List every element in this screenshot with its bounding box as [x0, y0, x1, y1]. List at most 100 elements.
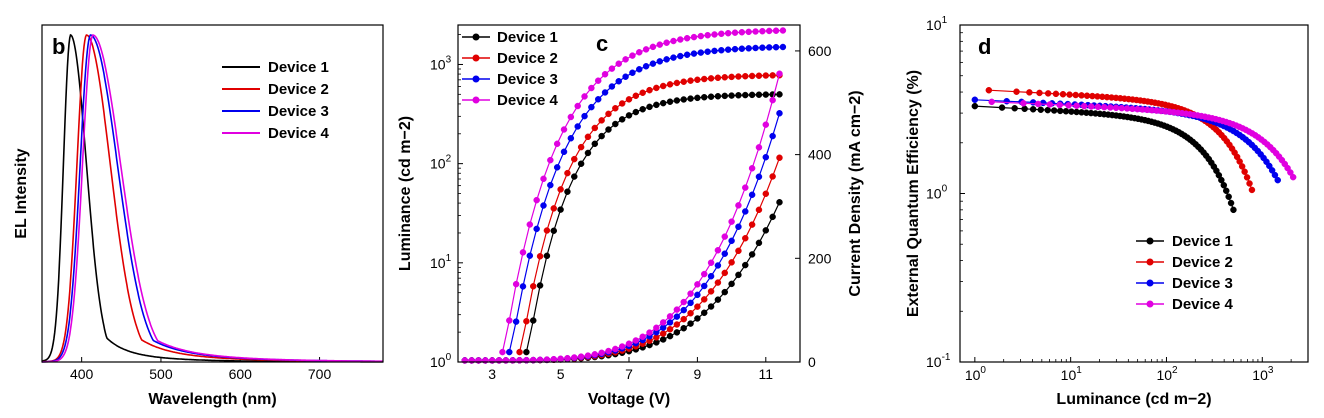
current-density-point	[700, 270, 708, 278]
eqe-point	[1062, 108, 1070, 115]
luminance-point	[724, 29, 732, 37]
luminance-point	[735, 73, 742, 80]
luminance-point	[526, 221, 534, 228]
eqe-point	[1026, 89, 1033, 96]
y-tick-label: 101	[926, 15, 948, 33]
luminance-point	[711, 31, 718, 38]
luminance-point	[646, 86, 653, 94]
current-density-point	[673, 329, 681, 336]
luminance-point	[700, 93, 708, 101]
y-left-tick-label: 101	[430, 253, 452, 271]
eqe-point	[1238, 163, 1246, 170]
legend-label-1: Device 1	[497, 29, 558, 46]
legend-marker-1	[472, 33, 480, 41]
panel-letter-c: c	[596, 31, 608, 56]
y-left-tick-label: 103	[430, 54, 452, 72]
current-density-point	[707, 259, 715, 266]
eqe-point	[1220, 182, 1228, 189]
luminance-point	[574, 123, 581, 130]
luminance-point	[594, 96, 602, 103]
luminance-point	[506, 317, 513, 324]
eqe-point	[1248, 186, 1256, 194]
current-density-point	[707, 288, 715, 295]
luminance-point	[677, 36, 684, 43]
eqe-point	[985, 86, 993, 94]
current-density-point	[666, 332, 674, 340]
luminance-point	[516, 348, 523, 356]
x-axis-title: Wavelength (nm)	[148, 391, 276, 408]
luminance-point	[779, 43, 787, 51]
luminance-point	[625, 96, 633, 103]
luminance-point	[622, 56, 629, 63]
luminance-point	[536, 253, 544, 260]
eqe-point	[1080, 102, 1088, 110]
luminance-point	[533, 196, 540, 204]
current-density-line-3	[464, 113, 781, 361]
series-line-3	[42, 34, 383, 363]
eqe-point	[1222, 187, 1230, 195]
current-density-point	[728, 280, 735, 288]
luminance-point	[690, 33, 698, 41]
eqe-point	[1029, 106, 1037, 113]
y-axis-title: EL Intensity	[13, 148, 30, 238]
luminance-point	[656, 58, 664, 65]
luminance-point	[673, 97, 681, 104]
legend-marker-2	[472, 54, 480, 62]
luminance-point	[745, 45, 752, 52]
luminance-point	[519, 249, 527, 256]
legend-label-1: Device 1	[1172, 233, 1233, 250]
current-density-point	[721, 233, 729, 240]
panel-b-frame	[41, 24, 384, 363]
current-density-point	[632, 337, 640, 344]
current-density-point	[769, 173, 776, 180]
luminance-point	[759, 27, 766, 35]
luminance-point	[632, 108, 640, 116]
eqe-point	[1044, 106, 1051, 114]
current-density-point	[728, 218, 735, 225]
luminance-point	[731, 45, 739, 53]
luminance-point	[567, 135, 575, 142]
current-density-point	[700, 296, 708, 303]
luminance-point	[745, 28, 752, 36]
luminance-point	[526, 252, 534, 259]
eqe-point	[971, 96, 979, 104]
current-density-point	[714, 279, 722, 286]
luminance-point	[506, 348, 513, 356]
current-density-point	[742, 184, 749, 191]
legend-label-3: Device 3	[268, 103, 329, 120]
current-density-point	[735, 223, 742, 231]
current-density-point	[591, 351, 599, 358]
luminance-point	[707, 93, 715, 100]
luminance-point	[742, 72, 749, 80]
current-density-point	[694, 315, 701, 322]
current-density-point	[673, 321, 681, 328]
current-density-point	[639, 333, 646, 341]
current-density-point	[680, 306, 687, 314]
luminance-point	[718, 47, 725, 54]
luminance-point	[560, 148, 568, 156]
eqe-point	[1289, 173, 1297, 181]
panel-c: 3 5 7 9 11 100 101 102 103 0 200 400 600 c Voltage (V)…	[397, 27, 864, 408]
luminance-point	[588, 84, 595, 92]
panel-b: 400 500 600 700 b Wavelength (nm) EL Intensity…	[13, 33, 384, 408]
luminance-point	[622, 73, 629, 80]
luminance-point	[529, 317, 537, 324]
legend-marker-3	[472, 75, 480, 83]
current-density-point	[714, 296, 722, 303]
eqe-point	[1274, 176, 1281, 184]
luminance-point	[536, 282, 544, 289]
y-left-tick-label: 100	[430, 352, 452, 370]
current-density-point	[762, 153, 770, 161]
luminance-point	[653, 101, 660, 109]
current-density-point	[687, 290, 694, 297]
luminance-point	[683, 34, 691, 42]
luminance-point	[714, 93, 722, 100]
panel-c-frame	[457, 24, 801, 363]
luminance-point	[649, 60, 657, 67]
eqe-point	[1094, 103, 1102, 111]
current-density-point	[659, 336, 667, 343]
luminance-point	[564, 188, 571, 195]
legend-marker-4	[472, 96, 480, 104]
current-density-point	[776, 70, 783, 77]
